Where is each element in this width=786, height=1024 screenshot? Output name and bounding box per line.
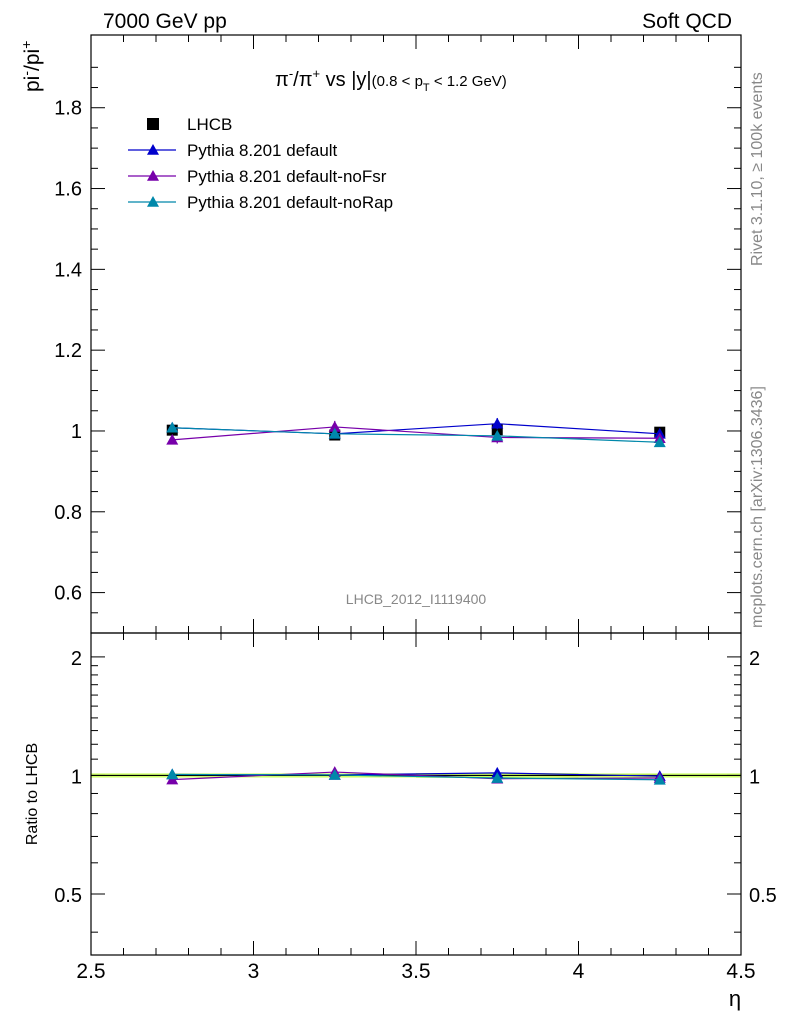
- data-point: [166, 433, 179, 445]
- data-point: [166, 421, 179, 433]
- x-tick-label: 3: [248, 960, 260, 983]
- ratio-y-tick-labels: 0.5 0.5 1 1 2 2: [54, 648, 777, 907]
- legend-marker: [147, 144, 159, 155]
- ratio-panel: 0.5 0.5 1 1 2 2 Ratio to LHCB: [24, 632, 777, 956]
- ratio-y-tick-label: 0.5: [54, 885, 82, 907]
- data-point: [491, 424, 503, 436]
- rivet-version-label: Rivet 3.1.10, ≥ 100k events: [749, 72, 766, 266]
- data-point: [653, 436, 666, 448]
- legend-marker: [147, 170, 159, 181]
- legend-label: Pythia 8.201 default: [187, 141, 338, 160]
- ratio-ticks: [90, 633, 742, 955]
- series-pythia-8-201-default-nofsr: [166, 420, 666, 445]
- header-category: Soft QCD: [642, 10, 732, 33]
- legend-entry: Pythia 8.201 default: [128, 141, 338, 160]
- legend-entry: Pythia 8.201 default-noRap: [128, 193, 393, 212]
- ratio-y-tick-label-right: 1: [749, 766, 760, 788]
- y-tick-label: 1.8: [54, 98, 82, 120]
- x-tick-label: 2.5: [76, 960, 105, 983]
- legend: LHCB Pythia 8.201 default Pythia 8.201 def…: [128, 115, 393, 212]
- main-ticks: [90, 35, 742, 634]
- legend-label: LHCB: [187, 115, 232, 134]
- y-tick-label: 1.2: [54, 340, 82, 362]
- ratio-y-tick-label-right: 0.5: [749, 885, 777, 907]
- y-tick-label: 1: [71, 421, 82, 443]
- data-point: [491, 429, 504, 441]
- y-tick-label: 1.4: [54, 259, 82, 281]
- x-tick-label: 3.5: [401, 960, 430, 983]
- main-series: [166, 417, 666, 448]
- x-tick-label: 4.5: [726, 960, 755, 983]
- series-pythia-8-201-default: [166, 417, 666, 439]
- series-line: [172, 426, 660, 441]
- legend-label: Pythia 8.201 default-noRap: [187, 193, 393, 212]
- ratio-series: [166, 766, 666, 785]
- ratio-y-tick-label-right: 2: [749, 648, 760, 670]
- main-panel: 0.6 0.8 1 1.2 1.4 1.6 1.8 pi-/pi+ π-/π+ vs |y|…: [18, 34, 742, 634]
- data-point: [491, 417, 504, 429]
- legend-label: Pythia 8.201 default-noFsr: [187, 167, 387, 186]
- ratio-series-line: [172, 773, 660, 781]
- y-tick-label: 0.8: [54, 502, 82, 524]
- mcplots-label: mcplots.cern.ch [arXiv:1306.3436]: [749, 386, 766, 628]
- series-pythia-8-201-default-norap: [166, 421, 666, 448]
- y-tick-label: 0.6: [54, 583, 82, 605]
- ratio-data-point: [328, 768, 341, 780]
- series-line: [172, 427, 660, 443]
- x-axis-label: η: [729, 986, 741, 1011]
- ratio-data-point: [653, 773, 666, 785]
- ratio-y-axis-label: Ratio to LHCB: [24, 743, 41, 845]
- ratio-series-pythia-8-201-default-norap: [166, 768, 666, 785]
- ratio-y-tick-label: 1: [71, 766, 82, 788]
- data-point: [328, 427, 341, 439]
- y-tick-label: 1.6: [54, 179, 82, 201]
- main-y-tick-labels: 0.6 0.8 1 1.2 1.4 1.6 1.8: [54, 98, 82, 605]
- analysis-watermark: LHCB_2012_I1119400: [346, 591, 487, 607]
- legend-entry: Pythia 8.201 default-noFsr: [128, 167, 387, 186]
- data-point: [328, 420, 341, 432]
- header-energy: 7000 GeV pp: [103, 10, 227, 33]
- ratio-data-point: [491, 772, 504, 783]
- ratio-data-point: [166, 768, 179, 780]
- x-tick-labels: 2.5 3 3.5 4 4.5: [76, 960, 755, 983]
- legend-marker: [147, 196, 159, 207]
- legend-marker: [147, 118, 159, 130]
- ratio-frame: [90, 632, 742, 956]
- main-y-axis-label: pi-/pi+: [18, 41, 44, 92]
- ratio-y-tick-label: 2: [71, 648, 82, 670]
- plot-title: π-/π+ vs |y|(0.8 < pT < 1.2 GeV): [275, 66, 507, 94]
- x-tick-label: 4: [573, 960, 585, 983]
- legend-entry: LHCB: [147, 115, 232, 134]
